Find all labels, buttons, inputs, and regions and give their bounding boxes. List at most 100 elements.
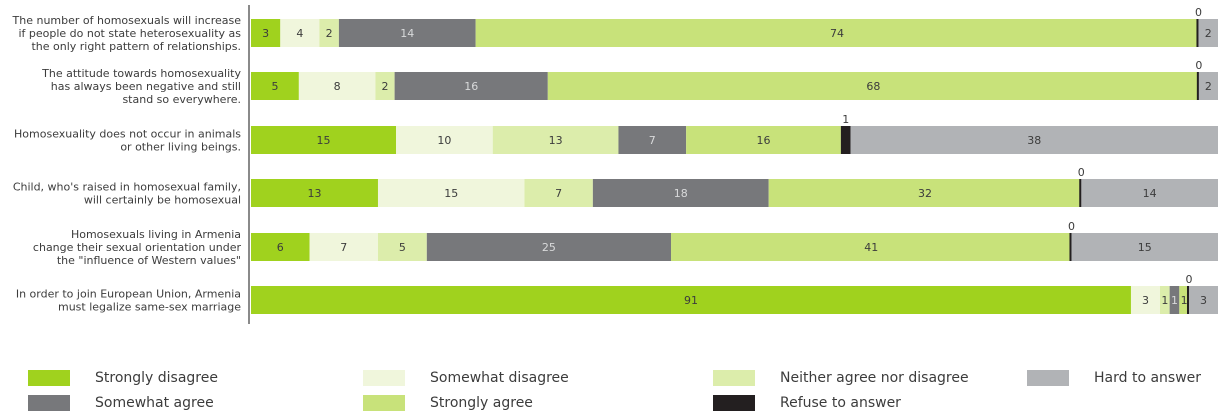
bar-row-3-somewhat-agree bbox=[618, 126, 687, 154]
legend-swatch bbox=[713, 395, 755, 411]
bar-row-2-strongly-disagree bbox=[251, 72, 299, 100]
value-label-row-2-series-4: 16 bbox=[464, 80, 478, 93]
value-label-row-4-series-6: 0 bbox=[1078, 166, 1085, 179]
bar-row-5-strongly-agree bbox=[671, 233, 1072, 261]
legend-label: Somewhat agree bbox=[95, 395, 214, 411]
value-label-row-5-series-3: 5 bbox=[399, 241, 406, 254]
bar-row-4-somewhat-agree bbox=[592, 179, 769, 207]
legend-swatch bbox=[363, 370, 405, 386]
value-label-row-5-series-2: 7 bbox=[340, 241, 347, 254]
value-label-row-3-series-6: 1 bbox=[842, 113, 849, 126]
bar-row-2-hard-to-answer bbox=[1198, 72, 1218, 100]
bar-row-4-neither-agree-nor-disagree bbox=[524, 179, 593, 207]
value-label-row-2-series-2: 8 bbox=[334, 80, 341, 93]
bar-row-5-neither-agree-nor-disagree bbox=[377, 233, 427, 261]
value-label-row-2-series-3: 2 bbox=[382, 80, 389, 93]
legend-item-neither-agree-nor-disagree: Neither agree nor disagree bbox=[713, 369, 969, 387]
bar-row-4-somewhat-disagree bbox=[377, 179, 525, 207]
value-label-row-6-series-5: 1 bbox=[1181, 294, 1188, 307]
category-label-3-line-2: or other living beings. bbox=[120, 141, 241, 154]
bar-row-4-strongly-agree bbox=[768, 179, 1082, 207]
value-label-row-1-series-3: 2 bbox=[326, 27, 333, 40]
bar-row-1-hard-to-answer bbox=[1198, 19, 1218, 47]
category-label-5-line-1: Homosexuals living in Armenia bbox=[71, 228, 241, 241]
category-label-4-line-2: will certainly be homosexual bbox=[84, 194, 241, 207]
bar-row-2-neither-agree-nor-disagree bbox=[375, 72, 395, 100]
category-label-5-line-3: the "influence of Western values" bbox=[57, 254, 241, 267]
value-label-row-2-series-5: 68 bbox=[866, 80, 880, 93]
category-label-6-line-1: In order to join European Union, Armenia bbox=[16, 288, 241, 301]
bar-row-1-neither-agree-nor-disagree bbox=[319, 19, 339, 47]
value-label-row-1-series-2: 4 bbox=[296, 27, 303, 40]
value-label-row-1-series-1: 3 bbox=[262, 27, 269, 40]
bar-row-1-somewhat-agree bbox=[338, 19, 476, 47]
bar-row-2-somewhat-disagree bbox=[298, 72, 376, 100]
bar-row-1-somewhat-disagree bbox=[280, 19, 320, 47]
bar-row-3-refuse-to-answer bbox=[840, 126, 851, 154]
value-label-row-1-series-4: 14 bbox=[400, 27, 414, 40]
category-label-2-line-1: The attitude towards homosexuality bbox=[41, 67, 241, 80]
bar-row-4-strongly-disagree bbox=[251, 179, 378, 207]
value-label-row-4-series-1: 13 bbox=[307, 187, 321, 200]
value-label-row-4-series-7: 14 bbox=[1143, 187, 1157, 200]
value-label-row-5-series-4: 25 bbox=[542, 241, 556, 254]
category-label-6-line-2: must legalize same-sex marriage bbox=[58, 301, 241, 314]
legend-swatch bbox=[28, 395, 70, 411]
category-label-1-line-3: the only right pattern of relationships. bbox=[31, 40, 241, 53]
value-label-row-3-series-1: 15 bbox=[317, 134, 331, 147]
value-label-row-1-series-6: 0 bbox=[1195, 6, 1202, 19]
bar-row-6-hard-to-answer bbox=[1188, 286, 1218, 314]
bar-row-5-somewhat-agree bbox=[426, 233, 672, 261]
bar-row-3-hard-to-answer bbox=[850, 126, 1218, 154]
category-label-5-line-2: change their sexual orientation under bbox=[33, 241, 242, 254]
value-label-row-6-series-4: 1 bbox=[1171, 294, 1178, 307]
legend-item-somewhat-agree: Somewhat agree bbox=[28, 394, 214, 412]
legend-item-hard-to-answer: Hard to answer bbox=[1027, 369, 1201, 387]
value-label-row-3-series-2: 10 bbox=[437, 134, 451, 147]
value-label-row-1-series-5: 74 bbox=[830, 27, 844, 40]
bar-row-5-somewhat-disagree bbox=[309, 233, 378, 261]
value-label-row-4-series-3: 7 bbox=[555, 187, 562, 200]
bar-row-4-hard-to-answer bbox=[1081, 179, 1218, 207]
bar-row-6-somewhat-agree bbox=[1169, 286, 1180, 314]
value-label-row-2-series-1: 5 bbox=[271, 80, 278, 93]
value-label-row-3-series-5: 16 bbox=[757, 134, 771, 147]
value-label-row-1-series-7: 2 bbox=[1205, 27, 1212, 40]
legend: Strongly disagree Somewhat disagree Neithe… bbox=[0, 364, 1220, 417]
bar-row-5-hard-to-answer bbox=[1071, 233, 1218, 261]
legend-label: Strongly agree bbox=[430, 395, 533, 411]
bar-row-6-somewhat-disagree bbox=[1130, 286, 1160, 314]
value-label-row-4-series-4: 18 bbox=[674, 187, 688, 200]
legend-swatch bbox=[363, 395, 405, 411]
bars bbox=[251, 19, 1218, 314]
bar-row-2-strongly-agree bbox=[547, 72, 1199, 100]
value-label-row-5-series-5: 41 bbox=[864, 241, 878, 254]
category-label-2-line-3: stand so everywhere. bbox=[122, 93, 241, 106]
value-label-row-3-series-3: 13 bbox=[549, 134, 563, 147]
bar-row-1-strongly-disagree bbox=[251, 19, 281, 47]
legend-item-strongly-agree: Strongly agree bbox=[363, 394, 533, 412]
bar-row-6-strongly-agree bbox=[1179, 286, 1189, 314]
bar-row-3-strongly-agree bbox=[686, 126, 841, 154]
bar-row-5-strongly-disagree bbox=[251, 233, 310, 261]
legend-swatch bbox=[1027, 370, 1069, 386]
value-label-row-6-series-7: 3 bbox=[1200, 294, 1207, 307]
legend-item-refuse-to-answer: Refuse to answer bbox=[713, 394, 901, 412]
value-label-row-6-series-2: 3 bbox=[1142, 294, 1149, 307]
bar-row-3-somewhat-disagree bbox=[396, 126, 493, 154]
value-label-row-4-series-5: 32 bbox=[918, 187, 932, 200]
value-label-row-2-series-7: 2 bbox=[1205, 80, 1212, 93]
category-label-1-line-1: The number of homosexuals will increase bbox=[12, 14, 242, 27]
bar-row-1-strongly-agree bbox=[475, 19, 1199, 47]
category-labels: The number of homosexuals will increasei… bbox=[12, 14, 242, 314]
legend-label: Somewhat disagree bbox=[430, 370, 569, 386]
value-label-row-6-series-1: 91 bbox=[684, 294, 698, 307]
legend-label: Strongly disagree bbox=[95, 370, 218, 386]
bar-row-3-neither-agree-nor-disagree bbox=[492, 126, 619, 154]
category-label-1-line-2: if people do not state heterosexuality a… bbox=[18, 27, 241, 40]
value-label-row-6-series-6: 0 bbox=[1185, 273, 1192, 286]
legend-label: Hard to answer bbox=[1094, 370, 1202, 386]
bar-row-6-strongly-disagree bbox=[251, 286, 1131, 314]
category-label-3-line-1: Homosexuality does not occur in animals bbox=[14, 128, 241, 141]
